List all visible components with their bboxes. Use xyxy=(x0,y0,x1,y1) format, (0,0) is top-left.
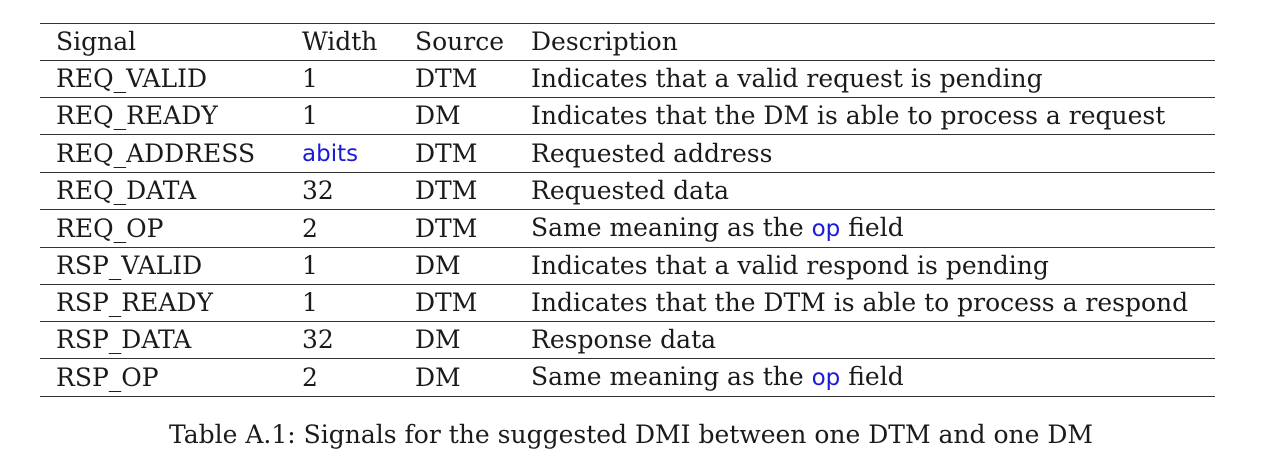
cell-source: DTM xyxy=(415,64,478,93)
table-row: RSP_READY 1 DTM Indicates that the DTM i… xyxy=(40,285,1215,322)
description-text-pre: Same meaning as the xyxy=(531,213,812,242)
description-text-pre: Same meaning as the xyxy=(531,362,812,391)
cell-source: DM xyxy=(415,325,461,354)
cell-description: Indicates that a valid request is pendin… xyxy=(531,64,1043,93)
description-text-post: field xyxy=(840,213,904,242)
cell-signal: RSP_OP xyxy=(56,362,159,392)
table-row: REQ_ADDRESS abits DTM Requested address xyxy=(40,135,1215,173)
code-op: op xyxy=(811,216,841,242)
code-op: op xyxy=(811,365,841,391)
table-row: REQ_VALID 1 DTM Indicates that a valid r… xyxy=(40,61,1215,98)
cell-source: DM xyxy=(415,362,461,392)
cell-signal: RSP_DATA xyxy=(56,325,192,354)
cell-signal: REQ_READY xyxy=(56,101,218,130)
cell-signal: REQ_OP xyxy=(56,213,164,243)
header-signal: Signal xyxy=(56,27,137,56)
table-row: REQ_DATA 32 DTM Requested data xyxy=(40,173,1215,210)
cell-width: abits xyxy=(286,135,399,173)
cell-width: 1 xyxy=(302,288,318,317)
cell-source: DM xyxy=(415,101,461,130)
header-source: Source xyxy=(415,27,505,56)
description-text-post: field xyxy=(840,362,904,391)
cell-signal: REQ_VALID xyxy=(56,64,208,93)
header-description: Description xyxy=(531,27,678,56)
header-width: Width xyxy=(302,27,378,56)
table-row: REQ_OP 2 DTM Same meaning as the op fiel… xyxy=(40,210,1215,248)
cell-signal: REQ_DATA xyxy=(56,176,197,205)
header-row: Signal Width Source Description xyxy=(40,23,1215,61)
cell-description: Same meaning as the op field xyxy=(515,210,1215,248)
cell-source: DTM xyxy=(415,138,478,168)
table-row: RSP_OP 2 DM Same meaning as the op field xyxy=(40,359,1215,397)
cell-source: DTM xyxy=(415,176,478,205)
table-row: RSP_DATA 32 DM Response data xyxy=(40,322,1215,359)
table-row: RSP_VALID 1 DM Indicates that a valid re… xyxy=(40,248,1215,285)
cell-width: 2 xyxy=(302,362,318,392)
cell-description: Indicates that a valid respond is pendin… xyxy=(531,251,1049,280)
cell-width: 2 xyxy=(302,213,318,243)
cell-signal: REQ_ADDRESS xyxy=(56,138,256,168)
cell-width: 32 xyxy=(302,176,334,205)
cell-description: Same meaning as the op field xyxy=(515,359,1215,397)
cell-width: 1 xyxy=(302,64,318,93)
table-caption: Table A.1: Signals for the suggested DMI… xyxy=(169,420,1093,449)
code-abits: abits xyxy=(302,141,359,167)
cell-signal: RSP_VALID xyxy=(56,251,203,280)
cell-width: 32 xyxy=(302,325,334,354)
table-header: Signal Width Source Description xyxy=(40,23,1215,61)
cell-source: DM xyxy=(415,251,461,280)
cell-description: Requested data xyxy=(531,176,729,205)
cell-description: Requested address xyxy=(531,138,773,168)
table-body: REQ_VALID 1 DTM Indicates that a valid r… xyxy=(40,61,1215,397)
cell-description: Response data xyxy=(531,325,717,354)
cell-source: DTM xyxy=(415,288,478,317)
cell-signal: RSP_READY xyxy=(56,288,213,317)
cell-description: Indicates that the DTM is able to proces… xyxy=(531,288,1189,317)
cell-description: Indicates that the DM is able to process… xyxy=(531,101,1166,130)
signals-table: Signal Width Source Description REQ_VALI… xyxy=(40,23,1215,397)
cell-width: 1 xyxy=(302,101,318,130)
cell-source: DTM xyxy=(415,213,478,243)
table-row: REQ_READY 1 DM Indicates that the DM is … xyxy=(40,98,1215,135)
cell-width: 1 xyxy=(302,251,318,280)
